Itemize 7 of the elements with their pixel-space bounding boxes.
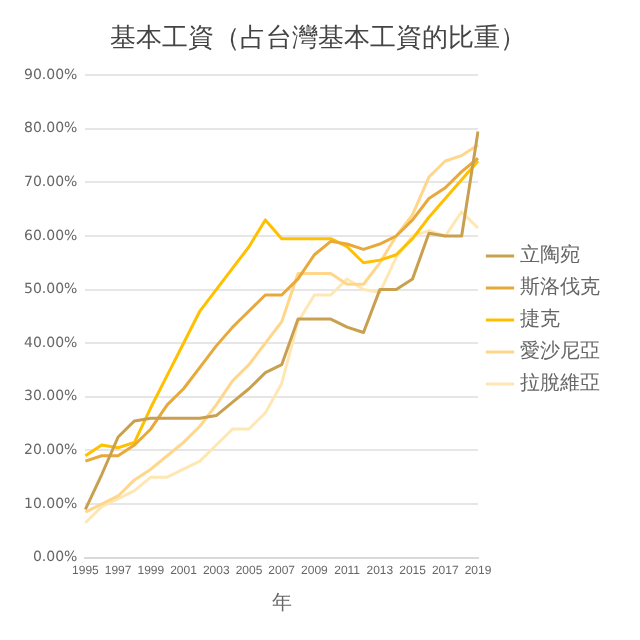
legend-label: 愛沙尼亞: [520, 339, 600, 364]
chart-title: 基本工資（占台灣基本工資的比重）: [110, 24, 526, 55]
legend-label: 拉脫維亞: [520, 371, 600, 396]
x-axis-title: 年: [271, 591, 292, 616]
legend-label: 斯洛伐克: [520, 275, 600, 300]
legend-label: 立陶宛: [520, 243, 580, 268]
legend-label: 捷克: [520, 307, 560, 332]
